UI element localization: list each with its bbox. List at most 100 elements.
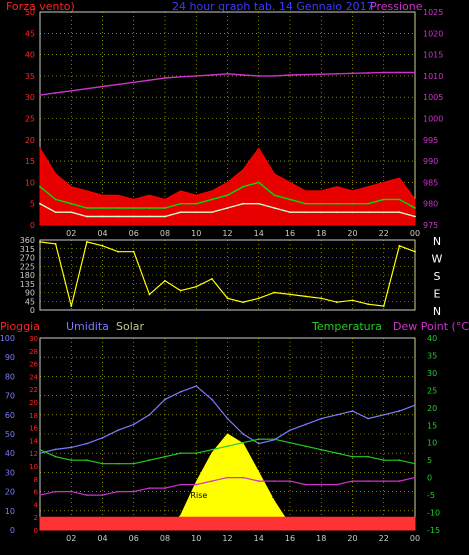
wind-avg-line-point: [117, 207, 120, 209]
wind-ytick-5: 5: [30, 200, 35, 209]
humidity-line-point: [179, 390, 182, 393]
wind-chart-xtick-20: 20: [347, 229, 357, 238]
wind-chart-xtick-06: 06: [129, 229, 139, 238]
wind-chart-xtick-08: 08: [160, 229, 170, 238]
temperature-line-point: [320, 448, 323, 451]
temp-ytick-40: 40: [427, 334, 437, 343]
rain-ytick-10: 10: [29, 463, 38, 471]
temperature-chart-xtick-10: 10: [191, 534, 201, 543]
wind-avg-line-point: [351, 202, 354, 205]
wind-ytick-20: 20: [25, 136, 35, 145]
dewpoint-line-point: [39, 494, 41, 496]
humidity-ytick-30: 30: [5, 468, 15, 477]
wind-avg-line-point: [195, 202, 198, 205]
pressure-ytick-985: 985: [423, 178, 438, 187]
temperature-chart-xtick-04: 04: [97, 534, 107, 543]
dewpoint-line-point: [226, 476, 229, 479]
temperature-line-point: [398, 459, 401, 462]
wind-speed-line-point: [367, 211, 370, 214]
pressure-ytick-1005: 1005: [423, 93, 443, 102]
pressure-ytick-1010: 1010: [423, 72, 443, 81]
temperature-line-point: [335, 452, 338, 455]
rain-ytick-8: 8: [34, 476, 38, 484]
pressure-line-point: [289, 74, 291, 76]
temp-ytick-5: 5: [427, 456, 432, 465]
pressure-ytick-1020: 1020: [423, 29, 443, 38]
temperature-line-point: [195, 452, 198, 455]
pressure-line-point: [179, 75, 182, 78]
temperature-line-point: [382, 459, 385, 462]
direction-line-point: [257, 297, 260, 300]
header-left-label: Forza vento): [6, 0, 75, 13]
temperature-chart-xtick-00: 00: [410, 534, 420, 543]
wind-chart-xtick-22: 22: [379, 229, 389, 238]
wind-ytick-40: 40: [25, 51, 35, 60]
humidity-line-point: [54, 448, 57, 451]
pressure-line-point: [117, 83, 120, 86]
wind-gust-area: [39, 146, 416, 226]
humidity-ytick-80: 80: [5, 372, 15, 381]
humidity-line-point: [39, 452, 41, 455]
wind-avg-line-point: [414, 207, 416, 209]
temperature-chart-xtick-16: 16: [285, 534, 295, 543]
humidity-line-point: [351, 410, 354, 412]
humidity-line-point: [320, 417, 323, 420]
temperature-line-point: [39, 448, 41, 451]
wind-speed-line-point: [210, 211, 213, 214]
rain-ytick-28: 28: [29, 348, 38, 356]
wind-avg-line-point: [242, 185, 245, 188]
humidity-line-point: [210, 398, 213, 401]
pressure-line-point: [351, 72, 354, 75]
humidity-line-point: [398, 410, 401, 412]
wind-speed-line-point: [351, 211, 354, 214]
rain-ytick-22: 22: [29, 386, 38, 394]
temperature-line-point: [132, 462, 135, 465]
direction-line-point: [273, 291, 276, 294]
temperature-chart-xtick-18: 18: [316, 534, 326, 543]
temp-ytick-15: 15: [427, 421, 437, 430]
rain-ytick-18: 18: [29, 412, 38, 420]
pressure-line-point: [304, 73, 307, 76]
direction-ytick-225: 225: [20, 262, 35, 271]
dewpoint-label: Dew Point (°C): [393, 320, 469, 333]
temperature-chart-xtick-06: 06: [129, 534, 139, 543]
wind-speed-line-point: [132, 215, 135, 218]
wind-ytick-35: 35: [25, 72, 35, 81]
pressure-line-point: [70, 89, 73, 92]
wind-avg-line-point: [289, 198, 291, 201]
pressure-line-point: [148, 79, 151, 82]
humidity-line-point: [257, 442, 260, 445]
direction-ytick-360: 360: [20, 236, 35, 245]
temperature-line-point: [179, 452, 182, 455]
temp-ytick-30: 30: [427, 369, 437, 378]
rain-ytick-24: 24: [29, 373, 38, 381]
dewpoint-line-point: [382, 480, 385, 483]
rain-ytick-16: 16: [29, 425, 38, 433]
pressure-line-point: [382, 71, 385, 74]
pressure-line-point: [164, 77, 166, 79]
temperature-chart-xtick-14: 14: [254, 534, 264, 543]
humidity-ytick-100: 100: [0, 334, 15, 343]
pressure-line-point: [414, 71, 416, 74]
wind-chart-xtick-14: 14: [254, 229, 264, 238]
rain-ytick-4: 4: [34, 501, 39, 509]
direction-line-point: [85, 241, 88, 243]
wind-ytick-50: 50: [25, 8, 35, 17]
wind-speed-line-point: [179, 211, 182, 214]
wind-avg-line-point: [39, 185, 41, 188]
direction-line-point: [414, 250, 416, 253]
wind-avg-line-point: [179, 202, 182, 205]
direction-line-point: [304, 295, 307, 298]
wind-ytick-30: 30: [25, 93, 35, 102]
wind-speed-line-point: [304, 211, 307, 214]
dewpoint-line-point: [117, 490, 120, 493]
pressure-line-point: [210, 74, 213, 76]
pressure-ytick-1000: 1000: [423, 115, 443, 124]
temperature-line-point: [273, 438, 276, 441]
rain-ytick-6: 6: [34, 489, 39, 497]
pressure-line-point: [320, 73, 323, 76]
dewpoint-line-point: [398, 480, 401, 483]
temp-ytick--10: -10: [427, 509, 440, 518]
solar-label: Solar: [116, 320, 145, 333]
humidity-ytick-40: 40: [5, 449, 15, 458]
